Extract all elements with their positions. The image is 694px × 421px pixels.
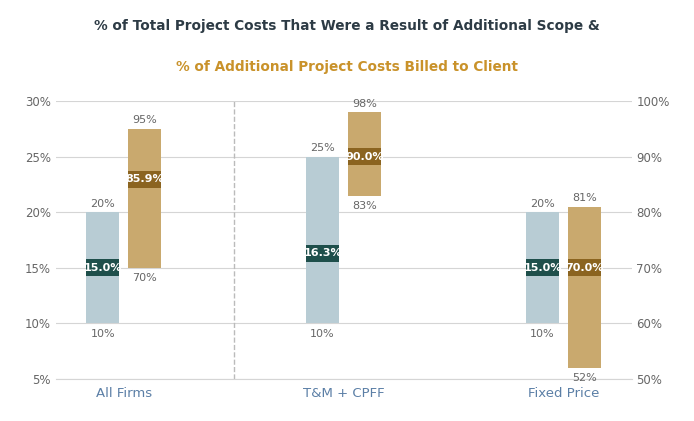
Text: 85.9%: 85.9% xyxy=(125,174,164,184)
Bar xyxy=(526,212,559,323)
Bar xyxy=(128,129,161,268)
Bar xyxy=(86,259,119,276)
Text: 52%: 52% xyxy=(572,373,597,384)
Text: 10%: 10% xyxy=(310,329,335,339)
Text: 16.3%: 16.3% xyxy=(303,248,342,258)
Text: 10%: 10% xyxy=(90,329,115,339)
Text: 15.0%: 15.0% xyxy=(83,263,122,273)
Bar xyxy=(86,212,119,323)
Text: 70%: 70% xyxy=(132,273,157,283)
Text: % of Total Project Costs That Were a Result of Additional Scope &: % of Total Project Costs That Were a Res… xyxy=(94,19,600,33)
Text: 70.0%: 70.0% xyxy=(565,263,604,273)
Text: 90.0%: 90.0% xyxy=(345,152,384,162)
Bar xyxy=(526,259,559,276)
Bar xyxy=(128,171,161,188)
Text: 95%: 95% xyxy=(132,115,157,125)
Text: 25%: 25% xyxy=(310,143,335,153)
Bar xyxy=(306,157,339,323)
Text: 10%: 10% xyxy=(530,329,555,339)
Bar xyxy=(568,207,601,368)
Text: 83%: 83% xyxy=(352,201,377,211)
Text: 98%: 98% xyxy=(352,99,377,109)
Bar xyxy=(348,112,381,195)
Bar xyxy=(306,245,339,261)
Bar xyxy=(568,259,601,276)
Text: % of Additional Project Costs Billed to Client: % of Additional Project Costs Billed to … xyxy=(176,60,518,74)
Text: 15.0%: 15.0% xyxy=(523,263,561,273)
Text: 20%: 20% xyxy=(90,199,115,209)
Text: 81%: 81% xyxy=(572,193,597,203)
Text: 20%: 20% xyxy=(530,199,555,209)
Bar xyxy=(348,148,381,165)
